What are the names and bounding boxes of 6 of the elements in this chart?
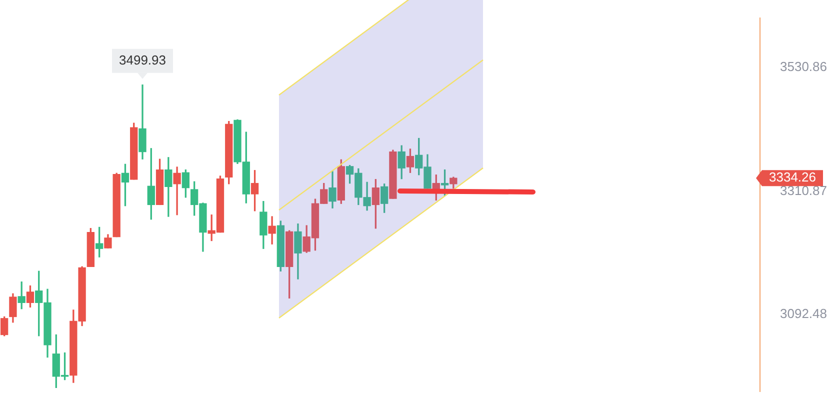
y-tick-label: 3092.48 <box>780 306 827 321</box>
text: 3334.26 <box>769 170 816 185</box>
y-tick-label: 3310.87 <box>780 182 827 198</box>
annotation: 3499.93 <box>119 52 166 68</box>
y-tick-label: 3530.86 <box>780 58 827 74</box>
candlestick <box>173 166 181 216</box>
